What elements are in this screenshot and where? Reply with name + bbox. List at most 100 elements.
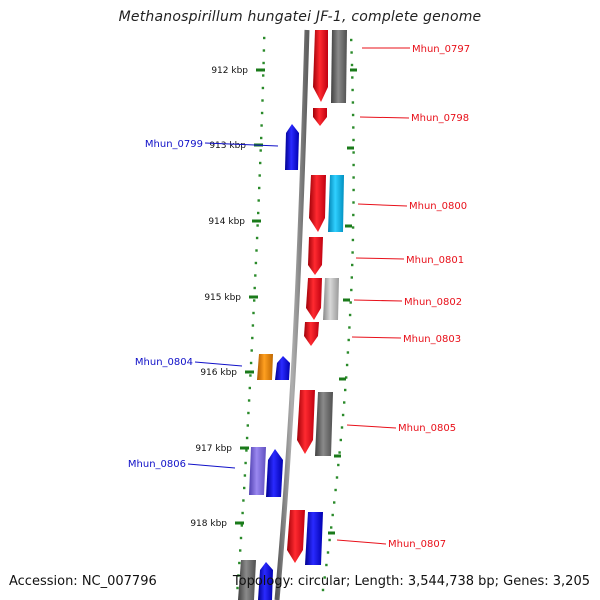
scale-dot-left [260,124,263,127]
scale-dot-right [352,138,355,142]
label-mhun-0804[interactable]: Mhun_0804 [135,357,193,368]
scale-dot-left [257,211,260,215]
scale-dot-left [247,399,251,402]
scale-dot-right [330,526,333,529]
gene-lightgray-1[interactable] [323,278,339,320]
leader-0798 [359,116,410,119]
label-mhun-0802[interactable]: Mhun_0802 [404,297,462,308]
scale-dot-left [260,136,263,140]
label-mhun-0803[interactable]: Mhun_0803 [403,334,461,345]
scale-dot-right [351,251,354,254]
leader-0804 [194,361,243,367]
gene-mhun-0806[interactable] [249,447,266,495]
label-mhun-0805[interactable]: Mhun_0805 [398,423,456,434]
gene-mhun-0807[interactable] [287,510,305,563]
scale-dot-right [345,376,348,379]
scale-dot-right [351,113,355,117]
tick-label-915: 915 kbp [204,293,241,303]
tick-label-913: 913 kbp [209,141,246,151]
scale-dot-right [352,213,355,217]
scale-dot-left [238,561,241,565]
scale-dot-left [255,249,258,252]
leader-0803 [351,336,402,339]
leader-0806 [187,463,236,469]
tick-label-914: 914 kbp [208,217,245,227]
gene-cyan-1[interactable] [328,175,344,232]
scale-dot-left [253,299,256,302]
leader-0801 [355,257,405,260]
scale-dot-right [341,413,345,417]
scale-dot-right [351,263,354,267]
gene-blue-3[interactable] [305,512,323,565]
scale-dot-left [252,311,255,315]
scale-dot-left [239,536,243,540]
tick-label-916: 916 kbp [200,368,237,378]
accession-text: Accession: NC_007796 [9,574,157,589]
leader-0802 [353,299,403,302]
gene-mhun-0801[interactable] [308,237,323,275]
gene-features [238,30,347,600]
scale-dot-right [333,501,336,504]
scale-dot-right [351,76,354,79]
gene-mhun-0805[interactable] [297,390,315,454]
scale-dot-left [243,486,246,490]
tick-label-918: 918 kbp [190,519,227,529]
leader-0807 [336,539,387,545]
scale-dot-right [351,101,355,104]
scale-dot-right [352,163,355,167]
scale-dot-right [350,51,353,54]
gene-blue-1[interactable] [275,356,290,380]
scale-dot-left [256,224,259,227]
scale-dot-left [258,174,261,177]
scale-dot-left [254,261,258,265]
scale-dot-left [240,524,243,527]
label-mhun-0799[interactable]: Mhun_0799 [145,139,203,150]
label-mhun-0800[interactable]: Mhun_0800 [409,201,467,212]
scale-dot-right [344,388,347,392]
leader-0800 [357,203,408,207]
gene-mhun-0803[interactable] [304,322,319,346]
label-mhun-0807[interactable]: Mhun_0807 [388,539,446,550]
gene-mhun-0802[interactable] [306,278,322,320]
scale-dot-left [247,411,250,415]
scale-dot-right [350,276,353,279]
scale-dot-left [253,286,256,290]
scale-dot-right [340,426,344,429]
scale-dot-right [335,476,339,479]
gene-gray-3[interactable] [238,560,256,600]
gene-gray-1[interactable] [331,30,347,103]
scale-dot-left [249,361,253,365]
genome-backbone [274,29,310,600]
gene-mhun-0799[interactable] [285,124,299,170]
gene-mhun-0798[interactable] [313,108,327,126]
scale-dot-right [334,488,337,492]
label-mhun-0797[interactable]: Mhun_0797 [412,44,470,55]
scale-dot-right [325,563,328,567]
gene-mhun-0800[interactable] [309,175,326,232]
gene-mhun-0804[interactable] [257,354,273,380]
gene-blue-2[interactable] [266,449,283,497]
tick-label-912: 912 kbp [211,66,248,76]
scale-dot-right [347,338,350,342]
gene-gray-2[interactable] [315,392,333,456]
scale-dot-left [262,74,265,77]
scale-dot-right [352,176,355,179]
scale-dot-left [249,374,252,377]
gene-blue-4[interactable] [258,562,273,600]
scale-dot-left [236,586,239,590]
scale-dot-left [242,499,245,502]
scale-dot-right [323,576,326,579]
scale-dot-left [259,161,262,165]
scale-dot-right [352,188,355,192]
label-mhun-0801[interactable]: Mhun_0801 [406,255,464,266]
label-mhun-0798[interactable]: Mhun_0798 [411,113,469,124]
scale-dot-left [261,99,264,102]
scale-dot-left [237,574,240,577]
scale-dot-left [262,61,265,65]
scale-dot-left [241,511,244,515]
label-mhun-0806[interactable]: Mhun_0806 [128,459,186,470]
scale-dot-right [326,551,330,554]
gene-mhun-0797[interactable] [313,30,328,102]
